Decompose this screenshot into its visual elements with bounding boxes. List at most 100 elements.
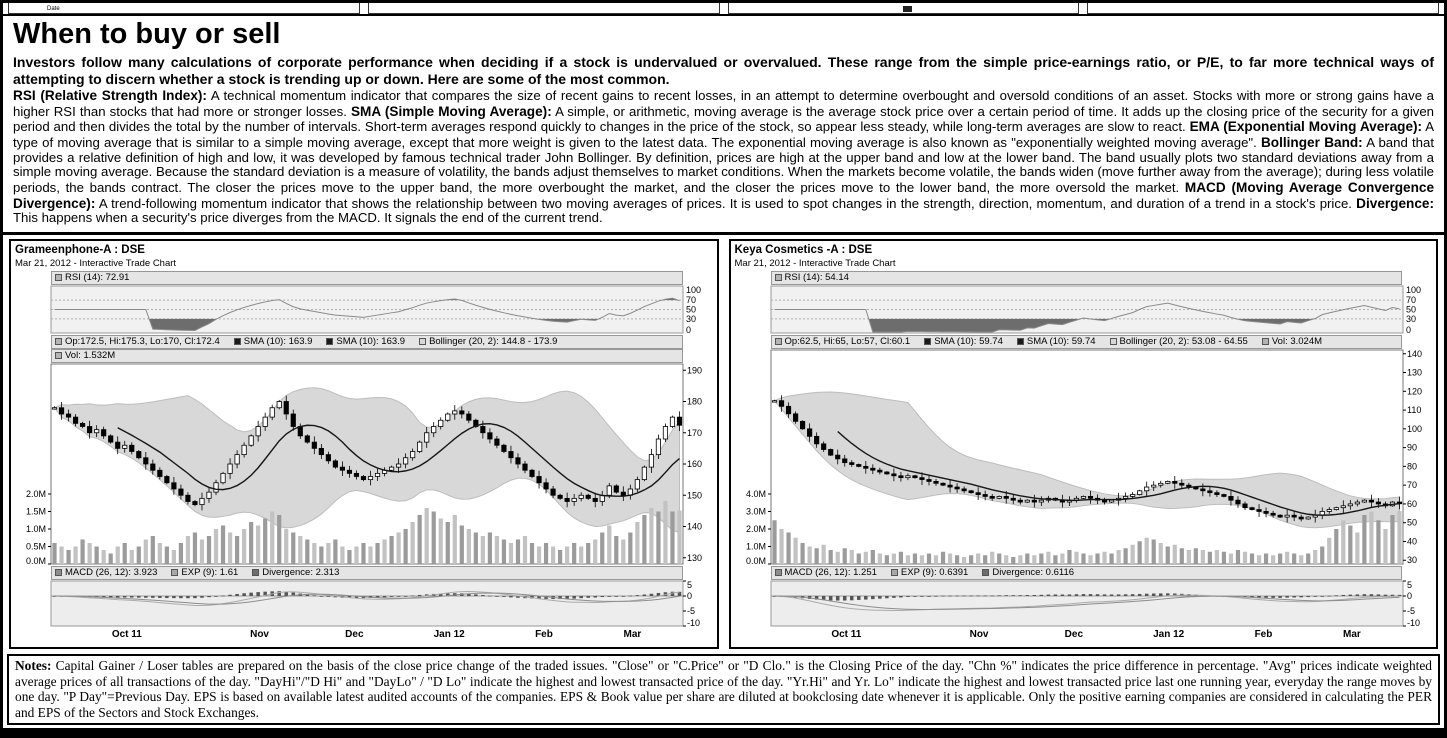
x-axis-label: Mar [1343, 628, 1361, 640]
legend-row-main-1: Vol: 1.532M [51, 348, 683, 363]
svg-text:1.0M: 1.0M [26, 524, 46, 534]
svg-text:5: 5 [687, 580, 692, 590]
svg-text:0.5M: 0.5M [26, 541, 46, 551]
legend-label: MACD (26, 12): 3.923 [65, 567, 158, 579]
article-section: When to buy or sell Investors follow man… [3, 16, 1444, 235]
legend-label: Op:172.5, Hi:175.3, Lo:170, Cl:172.4 [65, 336, 220, 348]
macd-plot: 50 -5 -10 [770, 580, 1420, 628]
legend-label: SMA (10): 59.74 [1026, 336, 1096, 348]
legend-item: SMA (10): 163.9 [233, 336, 312, 347]
legend-item: MACD (26, 12): 3.923 [55, 567, 157, 578]
svg-text:110: 110 [1407, 405, 1421, 415]
chart-title: Grameenphone-A : DSE [15, 243, 145, 256]
svg-text:-5: -5 [687, 606, 695, 616]
legend-label: Divergence: 0.6116 [992, 567, 1075, 579]
chart-panel-grameenphone: Grameenphone-A : DSE Mar 21, 2012 - Inte… [9, 238, 719, 649]
svg-text:120: 120 [1407, 386, 1422, 396]
top-cutoff-strip: Date [3, 3, 1444, 16]
legend-label: Vol: 3.024M [1271, 336, 1323, 348]
notes-section: Notes: Capital Gainer / Loser tables are… [7, 653, 1440, 726]
legend-item: Op:62.5, Hi:65, Lo:57, Cl:60.1 [774, 336, 910, 347]
svg-text:130: 130 [1407, 367, 1422, 377]
legend-item: Vol: 3.024M [1261, 336, 1323, 348]
cutoff-box-1: Date [8, 3, 360, 14]
svg-text:0.0M: 0.0M [26, 556, 46, 566]
legend-label: Divergence: 2.313 [262, 567, 340, 579]
macd-plot: 50 -5 -10 [50, 580, 700, 628]
legend-item: Divergence: 2.313 [252, 567, 339, 578]
legend-item: EXP (9): 1.61 [171, 567, 238, 578]
svg-text:70: 70 [1407, 480, 1417, 490]
svg-text:70: 70 [686, 295, 696, 305]
svg-text:0: 0 [686, 325, 691, 335]
legend-swatch-icon [326, 338, 334, 346]
chart-subtitle: Mar 21, 2012 - Interactive Trade Chart [734, 257, 896, 269]
svg-text:-5: -5 [1407, 606, 1415, 616]
legend-swatch-icon [774, 338, 782, 346]
svg-text:5: 5 [1407, 580, 1412, 590]
legend-swatch-icon [55, 274, 62, 282]
svg-text:100: 100 [1406, 285, 1421, 295]
svg-text:30: 30 [1407, 555, 1417, 565]
svg-text:140: 140 [1407, 349, 1422, 359]
legend-swatch-icon [55, 338, 62, 346]
x-axis-label: Nov [250, 628, 269, 640]
legend-swatch-icon [233, 338, 241, 346]
svg-text:0: 0 [1406, 325, 1411, 335]
x-axis-label: Mar [623, 628, 642, 640]
svg-text:180: 180 [687, 396, 702, 406]
x-axis-label: Oct 11 [111, 628, 142, 640]
legend-item: RSI (14): 72.91 [55, 272, 129, 283]
legend-label: MACD (26, 12): 1.251 [784, 567, 877, 579]
legend-item: SMA (10): 59.74 [1016, 336, 1096, 348]
svg-text:4.0M: 4.0M [745, 489, 765, 499]
legend-row-rsi: RSI (14): 54.14 [770, 270, 1402, 285]
svg-text:130: 130 [687, 553, 702, 563]
x-axis-label: Nov [969, 628, 989, 640]
charts-row: Grameenphone-A : DSE Mar 21, 2012 - Inte… [3, 235, 1444, 652]
x-axis-label: Jan 12 [433, 628, 465, 640]
svg-text:50: 50 [1407, 518, 1417, 528]
legend-swatch-icon [924, 338, 932, 346]
svg-text:150: 150 [687, 490, 702, 500]
legend-row-rsi: RSI (14): 72.91 [51, 270, 683, 285]
x-axis-labels: Oct 11 Nov Dec Jan 12 Feb Mar [51, 628, 683, 643]
chart-body: RSI (14): 72.91 100 70 50 30 0 Op:172.5, Hi:17… [15, 270, 713, 643]
page-title: When to buy or sell [13, 18, 281, 50]
svg-text:80: 80 [1407, 461, 1417, 471]
legend-label: RSI (14): 72.91 [65, 272, 130, 284]
bottom-rule [3, 728, 1444, 738]
legend-swatch-icon [1261, 338, 1269, 346]
legend-swatch-icon [982, 569, 990, 577]
legend-swatch-icon [171, 569, 179, 577]
chart-body: RSI (14): 54.14 100 70 50 30 0 Op:62.5, Hi:65,… [735, 270, 1433, 643]
x-axis-label: Feb [1254, 628, 1273, 640]
legend-item: SMA (10): 59.74 [924, 336, 1003, 347]
svg-text:160: 160 [687, 459, 702, 469]
legend-item: EXP (9): 0.6391 [890, 567, 969, 579]
legend-label: EXP (9): 0.6391 [900, 567, 969, 579]
x-axis-label: Oct 11 [831, 628, 862, 640]
legend-item: RSI (14): 54.14 [774, 272, 849, 283]
svg-text:30: 30 [1406, 314, 1416, 324]
legend-item: Op:172.5, Hi:175.3, Lo:170, Cl:172.4 [55, 336, 220, 347]
date-label: Date [47, 6, 60, 12]
svg-text:0: 0 [1407, 591, 1412, 601]
legend-item: Vol: 1.532M [55, 350, 115, 361]
svg-text:2.0M: 2.0M [745, 524, 765, 534]
svg-text:0: 0 [687, 591, 692, 601]
chart-panel-keya-cosmetics: Keya Cosmetics -A : DSE Mar 21, 2012 - I… [728, 238, 1438, 649]
cutoff-box-2 [367, 3, 720, 14]
legend-swatch-icon [890, 569, 898, 577]
x-axis-labels: Oct 11 Nov Dec Jan 12 Feb Mar [771, 628, 1403, 643]
svg-text:140: 140 [687, 521, 702, 531]
svg-text:1.0M: 1.0M [745, 541, 765, 551]
legend-item: Divergence: 0.6116 [982, 567, 1074, 578]
legend-swatch-icon [252, 569, 260, 577]
x-axis-label: Dec [1064, 628, 1084, 640]
svg-text:-10: -10 [1407, 618, 1420, 628]
svg-text:70: 70 [1406, 295, 1416, 305]
